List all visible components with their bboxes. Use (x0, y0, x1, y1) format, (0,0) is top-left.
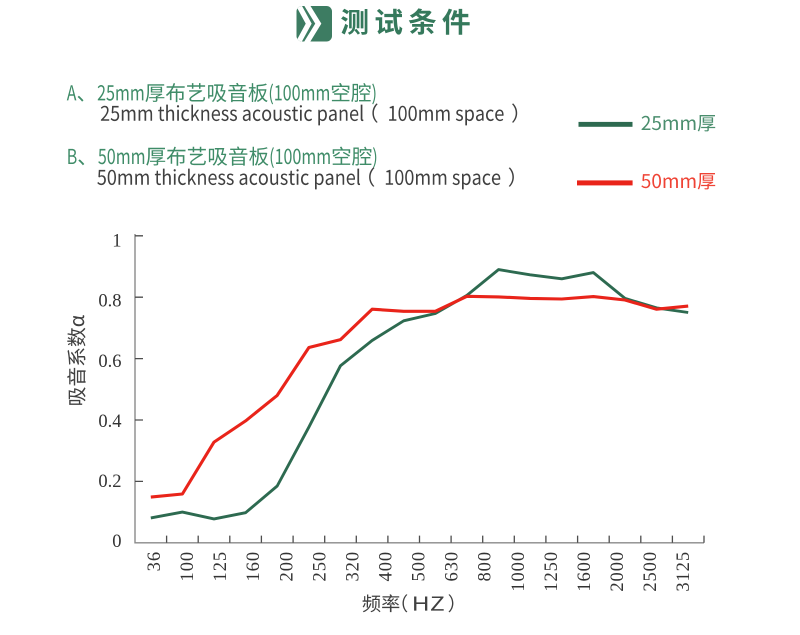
svg-text:800: 800 (476, 551, 496, 581)
svg-text:3125: 3125 (674, 551, 694, 592)
svg-text:320: 320 (343, 551, 363, 581)
svg-text:0.8: 0.8 (98, 292, 121, 312)
svg-text:400: 400 (377, 551, 397, 581)
svg-text:200: 200 (277, 551, 297, 581)
svg-text:0.6: 0.6 (98, 352, 121, 372)
svg-text:125: 125 (211, 551, 231, 581)
svg-text:2000: 2000 (608, 551, 628, 592)
svg-text:500: 500 (410, 551, 430, 581)
svg-text:0.4: 0.4 (98, 412, 121, 432)
svg-text:630: 630 (443, 551, 463, 581)
svg-text:1600: 1600 (575, 551, 595, 592)
svg-text:2500: 2500 (641, 551, 661, 592)
svg-text:250: 250 (310, 551, 330, 581)
svg-text:1000: 1000 (509, 551, 529, 592)
svg-text:36: 36 (145, 551, 165, 571)
svg-text:100: 100 (178, 551, 198, 581)
svg-text:160: 160 (244, 551, 264, 581)
svg-text:1: 1 (112, 232, 121, 252)
svg-text:0.2: 0.2 (98, 472, 121, 492)
svg-text:1250: 1250 (542, 551, 562, 592)
svg-text:0: 0 (112, 532, 121, 552)
